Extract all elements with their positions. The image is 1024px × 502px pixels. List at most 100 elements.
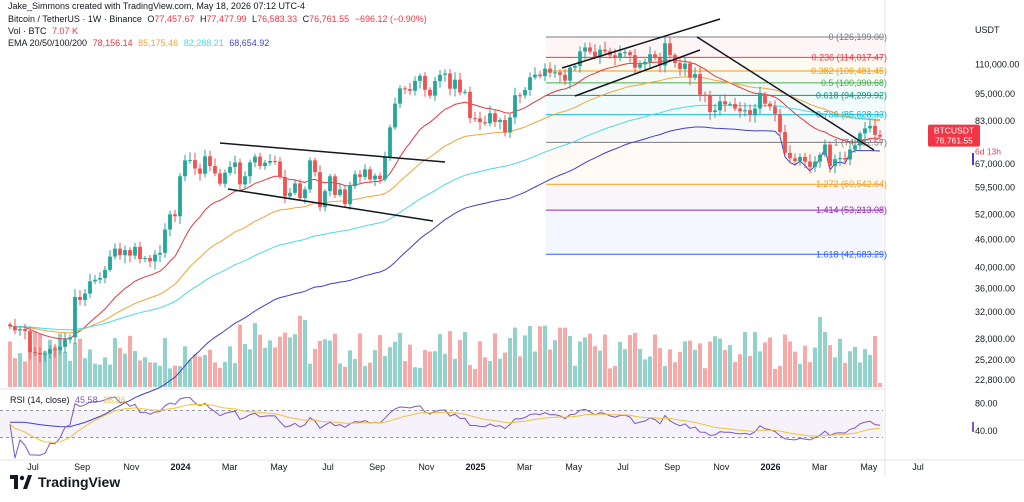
candle-body bbox=[818, 154, 822, 162]
rsi-ma-value: 38.36 bbox=[103, 395, 126, 405]
candle-body bbox=[358, 174, 362, 177]
volume-bar bbox=[143, 357, 147, 387]
volume-bar bbox=[673, 362, 677, 387]
rsi-label[interactable]: RSI (14, close) bbox=[10, 395, 70, 405]
time-axis-label: Mar bbox=[517, 462, 533, 472]
candle-body bbox=[203, 156, 207, 174]
volume-bar bbox=[18, 353, 22, 387]
candle-body bbox=[63, 339, 67, 347]
price-axis-tick: 59,500.00 bbox=[975, 183, 1015, 193]
trendline bbox=[561, 18, 721, 69]
candle-body bbox=[508, 117, 512, 133]
candle-body bbox=[788, 152, 792, 159]
volume-bar bbox=[873, 336, 877, 387]
rsi-value: 45.58 bbox=[75, 395, 98, 405]
volume-bar bbox=[53, 346, 57, 387]
candle-body bbox=[328, 176, 332, 192]
price-axis-tick: 110,000.00 bbox=[975, 60, 1019, 70]
volume-bar bbox=[208, 349, 212, 387]
volume-bar bbox=[818, 317, 822, 387]
candle-body bbox=[588, 47, 592, 52]
ema-200-axis-marker bbox=[972, 153, 974, 166]
candle-body bbox=[353, 174, 357, 187]
candle-body bbox=[163, 229, 167, 253]
ohlc-open-label: O bbox=[147, 14, 155, 24]
volume-bar bbox=[793, 351, 797, 387]
last-price-tag bbox=[928, 124, 980, 147]
candle-body bbox=[323, 191, 327, 208]
candle-body bbox=[13, 326, 17, 331]
volume-bar bbox=[28, 347, 32, 387]
volume-bar bbox=[558, 327, 562, 387]
volume-bar bbox=[808, 362, 812, 387]
fib-band bbox=[546, 71, 883, 83]
volume-bar bbox=[853, 346, 857, 387]
candle-body bbox=[333, 176, 337, 195]
candle-body bbox=[728, 104, 732, 106]
ohlc-close-label: C bbox=[302, 14, 310, 24]
candle-body bbox=[233, 162, 237, 167]
candle-body bbox=[153, 254, 157, 262]
candle-body bbox=[688, 63, 692, 78]
volume-bar bbox=[708, 341, 712, 387]
time-axis-label: May bbox=[565, 462, 583, 472]
candle-body bbox=[208, 156, 212, 167]
candle-body bbox=[843, 158, 847, 160]
volume-bar bbox=[728, 344, 732, 387]
volume-bar bbox=[603, 334, 607, 387]
candle-body bbox=[18, 329, 22, 331]
candle-body bbox=[858, 133, 862, 146]
volume-bar bbox=[13, 358, 17, 387]
volume-bar bbox=[233, 363, 237, 387]
candle-body bbox=[408, 89, 412, 91]
volume-bar bbox=[843, 362, 847, 387]
candle-body bbox=[463, 91, 467, 93]
time-axis-label: Nov bbox=[418, 462, 435, 472]
price-axis-tick: 22,800.00 bbox=[975, 375, 1015, 385]
candle-body bbox=[268, 160, 272, 163]
fib-band bbox=[546, 82, 883, 96]
candle-body bbox=[48, 349, 52, 354]
candle-body bbox=[228, 166, 232, 173]
volume-bar bbox=[748, 355, 752, 387]
volume-bar bbox=[408, 344, 412, 387]
candle-body bbox=[458, 79, 462, 93]
candle-body bbox=[668, 43, 672, 56]
candle-body bbox=[503, 120, 507, 133]
candle-body bbox=[83, 293, 87, 300]
volume-bar bbox=[178, 366, 182, 387]
volume-bar bbox=[393, 341, 397, 387]
volume-value: 7.07 K bbox=[52, 26, 79, 36]
candle-body bbox=[218, 173, 222, 184]
volume-bar bbox=[863, 349, 867, 387]
volume-bar bbox=[643, 359, 647, 387]
candle-body bbox=[598, 49, 602, 58]
volume-bar bbox=[123, 353, 127, 387]
volume-bar bbox=[108, 364, 112, 387]
volume-bar bbox=[103, 357, 107, 387]
candle-body bbox=[238, 162, 242, 185]
volume-bar bbox=[568, 336, 572, 387]
ema-label[interactable]: EMA 20/50/100/200 bbox=[8, 38, 88, 48]
candle-body bbox=[143, 258, 147, 260]
ohlc-change: −696.12 (−0.90%) bbox=[354, 14, 427, 24]
candle-body bbox=[78, 296, 82, 300]
fib-level-label: 0.786 (85,628.33) bbox=[816, 110, 887, 120]
candle-body bbox=[873, 125, 877, 135]
time-axis-label: May bbox=[860, 462, 878, 472]
ema-20-value: 78,156.14 bbox=[92, 38, 133, 48]
volume-bar bbox=[33, 331, 37, 387]
volume-bar bbox=[168, 368, 172, 387]
volume-bar bbox=[828, 345, 832, 387]
volume-bar bbox=[203, 355, 207, 387]
volume-bar bbox=[333, 333, 337, 387]
volume-label[interactable]: Vol · BTC bbox=[8, 26, 47, 36]
attribution-text: Jake_Simmons created with TradingView.co… bbox=[8, 1, 305, 11]
candle-body bbox=[38, 352, 42, 355]
candle-body bbox=[548, 68, 552, 73]
symbol-title[interactable]: Bitcoin / TetherUS · 1W · Binance bbox=[8, 14, 142, 24]
candle-body bbox=[293, 183, 297, 193]
candle-body bbox=[263, 162, 267, 167]
ohlc-low: 76,583.33 bbox=[257, 14, 298, 24]
